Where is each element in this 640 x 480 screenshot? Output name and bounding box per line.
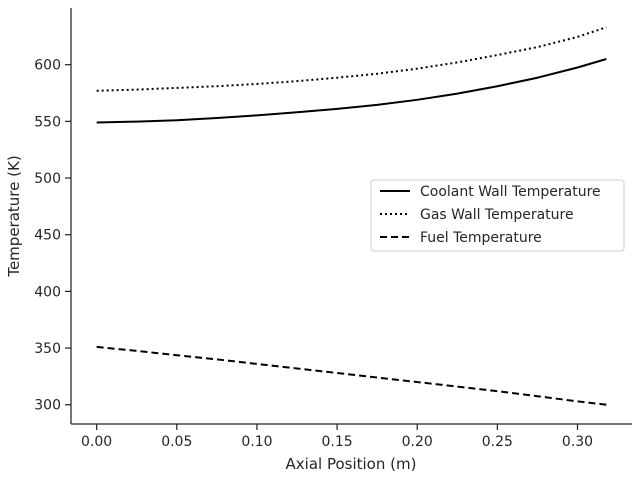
x-tick-label: 0.20 (402, 434, 433, 450)
y-tick-label: 500 (34, 171, 61, 187)
axes (70, 8, 632, 425)
legend-label-fuel: Fuel Temperature (420, 230, 542, 246)
x-tick-label: 0.05 (161, 434, 192, 450)
y-tick-label: 600 (34, 58, 61, 74)
x-axis-title: Axial Position (m) (286, 455, 417, 473)
y-ticks: 300 350 400 450 500 550 600 (34, 58, 71, 414)
legend-label-coolant: Coolant Wall Temperature (420, 184, 601, 200)
series-line-1 (96, 26, 607, 92)
y-tick-label: 450 (34, 228, 61, 244)
plot-lines (96, 26, 607, 406)
y-tick-label: 400 (34, 284, 61, 300)
x-tick-label: 0.00 (81, 434, 112, 450)
x-ticks: 0.00 0.05 0.10 0.15 0.20 0.25 0.30 (81, 424, 593, 450)
y-tick-label: 300 (34, 398, 61, 414)
legend: Coolant Wall Temperature Gas Wall Temper… (370, 179, 625, 252)
legend-label-gas: Gas Wall Temperature (420, 207, 574, 223)
y-tick-label: 550 (34, 114, 61, 130)
series-line-2 (96, 345, 607, 406)
x-tick-label: 0.10 (241, 434, 272, 450)
x-tick-label: 0.25 (482, 434, 513, 450)
legend-box (370, 179, 625, 252)
y-tick-label: 350 (34, 341, 61, 357)
x-tick-label: 0.30 (562, 434, 593, 450)
x-tick-label: 0.15 (321, 434, 352, 450)
y-axis-title: Temperature (K) (5, 155, 23, 277)
series-line-0 (96, 58, 607, 124)
